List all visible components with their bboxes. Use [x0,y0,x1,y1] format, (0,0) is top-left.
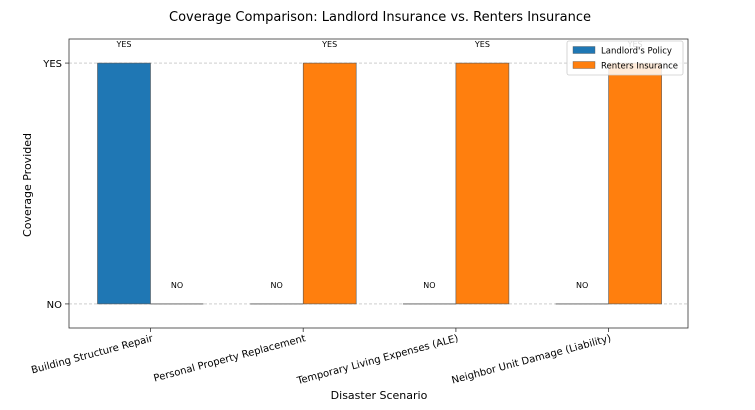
bars [97,62,662,305]
y-tick-label: YES [42,59,62,70]
plot-frame [68,38,689,329]
data-label: NO [171,281,183,290]
bar [97,62,151,305]
legend: Landlord's Policy Renters Insurance [566,40,684,76]
legend-label-landlord: Landlord's Policy [601,47,672,57]
legend-frame [566,40,684,76]
x-tick-label: Personal Property Replacement [153,333,307,384]
y-ticks: NO YES [42,59,69,311]
data-label: YES [321,40,337,49]
data-label: YES [115,40,131,49]
bar [302,62,357,305]
data-label: NO [576,281,588,290]
x-axis-label: Disaster Scenario [331,389,428,402]
legend-swatch-renters [572,61,596,69]
legend-label-renters: Renters Insurance [601,62,678,72]
bar [608,62,662,305]
grid-lines [69,62,688,305]
x-tick-label: Neighbor Unit Damage (Liability) [451,333,613,386]
y-axis-label: Coverage Provided [21,133,34,237]
data-labels: YESNONONONOYESYESYES [115,40,642,290]
chart-title: Coverage Comparison: Landlord Insurance … [169,10,591,25]
y-tick-label: NO [47,300,62,311]
data-label: NO [271,281,283,290]
bar [455,62,510,305]
x-tick-label: Temporary Living Expenses (ALE) [295,333,460,387]
legend-swatch-landlord [572,46,596,54]
x-tick-label: Building Structure Repair [30,333,155,376]
data-label: YES [474,40,490,49]
data-label: NO [423,281,435,290]
